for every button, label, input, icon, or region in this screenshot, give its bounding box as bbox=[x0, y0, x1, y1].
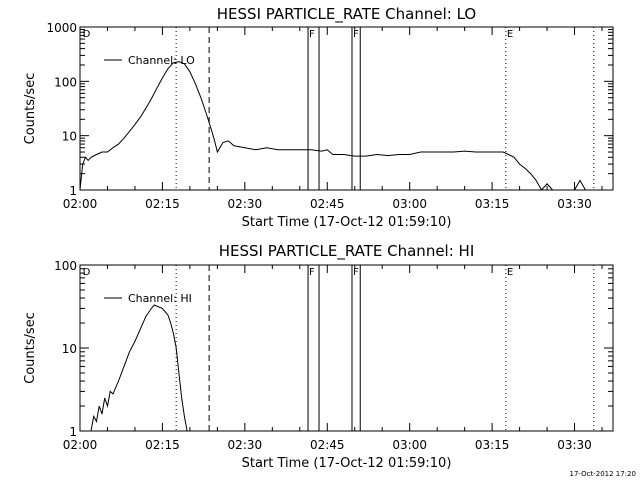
x-tick-label: 02:30 bbox=[228, 438, 263, 452]
hi-channel-panel: HESSI PARTICLE_RATE Channel: HI Counts/s… bbox=[23, 242, 614, 471]
x-tick-label: 02:00 bbox=[63, 438, 98, 452]
event-marker-label: E bbox=[507, 29, 513, 40]
y-tick-label: 10 bbox=[62, 130, 77, 144]
event-marker-label: F bbox=[309, 267, 315, 278]
plot-timestamp: 17-Oct-2012 17:20 bbox=[570, 470, 636, 478]
x-tick-label: 03:30 bbox=[557, 197, 592, 211]
x-tick-label: 02:45 bbox=[310, 438, 345, 452]
plot-frame bbox=[79, 26, 614, 191]
x-tick-label: 02:45 bbox=[310, 197, 345, 211]
x-axis-label: Start Time (17-Oct-12 01:59:10) bbox=[242, 456, 452, 471]
x-tick-label: 02:30 bbox=[228, 197, 263, 211]
x-tick-label: 03:00 bbox=[392, 197, 427, 211]
x-tick-label: 02:00 bbox=[63, 197, 98, 211]
y-axis-label: Counts/sec bbox=[23, 73, 38, 145]
event-marker-label: F bbox=[353, 29, 359, 40]
y-tick-label: 10 bbox=[62, 342, 77, 356]
x-tick-label: 02:15 bbox=[145, 438, 180, 452]
x-tick-label: 02:15 bbox=[145, 197, 180, 211]
event-marker-label: E bbox=[507, 267, 513, 278]
lo-channel-panel: HESSI PARTICLE_RATE Channel: LO Counts/s… bbox=[23, 5, 614, 230]
chart-title: HESSI PARTICLE_RATE Channel: HI bbox=[219, 242, 475, 261]
count-rate-series bbox=[79, 61, 613, 191]
chart-title: HESSI PARTICLE_RATE Channel: LO bbox=[217, 5, 476, 24]
y-tick-label: 1 bbox=[69, 184, 77, 198]
x-tick-label: 03:15 bbox=[475, 438, 510, 452]
count-rate-series bbox=[90, 304, 188, 432]
x-tick-label: 03:00 bbox=[392, 438, 427, 452]
plot-frame bbox=[79, 264, 614, 432]
event-marker-label: D bbox=[83, 29, 91, 40]
x-tick-label: 03:15 bbox=[475, 197, 510, 211]
x-axis-label: Start Time (17-Oct-12 01:59:10) bbox=[242, 215, 452, 230]
y-axis-label: Counts/sec bbox=[23, 312, 38, 384]
y-tick-label: 100 bbox=[54, 259, 77, 273]
event-marker-label: F bbox=[309, 29, 315, 40]
y-tick-label: 1 bbox=[69, 425, 77, 439]
event-marker-label: F bbox=[353, 267, 359, 278]
legend-label: Channel: HI bbox=[128, 292, 192, 305]
y-tick-label: 1000 bbox=[46, 21, 77, 35]
y-tick-label: 100 bbox=[54, 75, 77, 89]
x-tick-label: 03:30 bbox=[557, 438, 592, 452]
legend-label: Channel: LO bbox=[128, 54, 195, 67]
event-marker-label: D bbox=[83, 267, 91, 278]
